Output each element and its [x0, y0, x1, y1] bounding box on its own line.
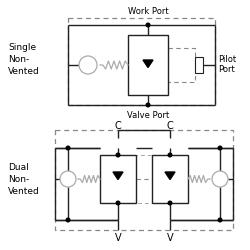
Bar: [120, 155, 168, 203]
Text: C: C: [114, 121, 121, 131]
Circle shape: [146, 23, 150, 27]
Bar: [68, 18, 215, 105]
Text: Single: Single: [8, 44, 36, 52]
Text: C: C: [166, 121, 173, 131]
Bar: [154, 157, 186, 201]
Text: V: V: [167, 233, 173, 243]
Text: Work Port: Work Port: [128, 8, 168, 16]
Circle shape: [146, 103, 150, 107]
Circle shape: [212, 171, 228, 187]
Bar: [55, 130, 233, 230]
Circle shape: [60, 171, 76, 187]
Circle shape: [66, 146, 70, 150]
Circle shape: [218, 218, 222, 222]
Circle shape: [218, 146, 222, 150]
Circle shape: [116, 153, 120, 157]
Text: Non-: Non-: [8, 176, 29, 184]
Circle shape: [168, 153, 172, 157]
Text: Vented: Vented: [8, 68, 40, 76]
Bar: [102, 157, 134, 201]
Circle shape: [79, 56, 97, 74]
Text: Port: Port: [218, 66, 235, 74]
Bar: [152, 155, 188, 203]
Circle shape: [66, 218, 70, 222]
Text: Non-: Non-: [8, 56, 29, 64]
Bar: [195, 57, 203, 73]
Polygon shape: [143, 60, 153, 68]
Text: Pilot: Pilot: [218, 56, 236, 64]
Polygon shape: [113, 172, 123, 180]
Text: Dual: Dual: [8, 164, 29, 172]
Bar: [100, 155, 136, 203]
Text: Vented: Vented: [8, 188, 40, 196]
Circle shape: [116, 201, 120, 205]
Bar: [168, 48, 195, 82]
Polygon shape: [165, 172, 175, 180]
Bar: [128, 35, 168, 95]
Text: Valve Port: Valve Port: [127, 110, 169, 120]
Circle shape: [168, 201, 172, 205]
Text: V: V: [115, 233, 121, 243]
